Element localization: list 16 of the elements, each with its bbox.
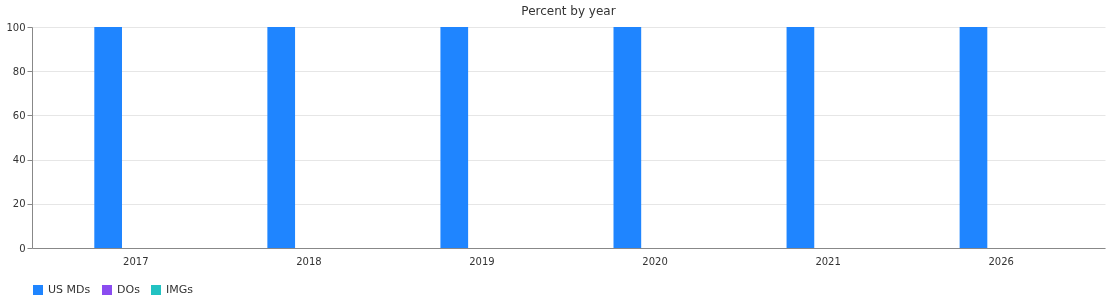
y-tick-label: 0 xyxy=(19,242,26,254)
x-tick-label: 2019 xyxy=(469,255,495,267)
legend-label: US MDs xyxy=(48,283,91,296)
x-tick-label: 2026 xyxy=(988,255,1014,267)
y-tick-label: 40 xyxy=(12,154,26,166)
y-tick-label: 100 xyxy=(6,21,26,33)
x-tick-label: 2017 xyxy=(123,255,149,267)
x-tick-label: 2018 xyxy=(296,255,322,267)
x-tick-label: 2020 xyxy=(642,255,668,267)
legend-label: IMGs xyxy=(166,283,194,296)
legend-label: DOs xyxy=(117,283,141,296)
chart-title: Percent by year xyxy=(521,4,616,18)
y-tick-label: 60 xyxy=(12,109,26,121)
y-tick-label: 80 xyxy=(12,65,26,77)
y-tick-label: 20 xyxy=(12,198,26,210)
x-tick-label: 2021 xyxy=(815,255,841,267)
